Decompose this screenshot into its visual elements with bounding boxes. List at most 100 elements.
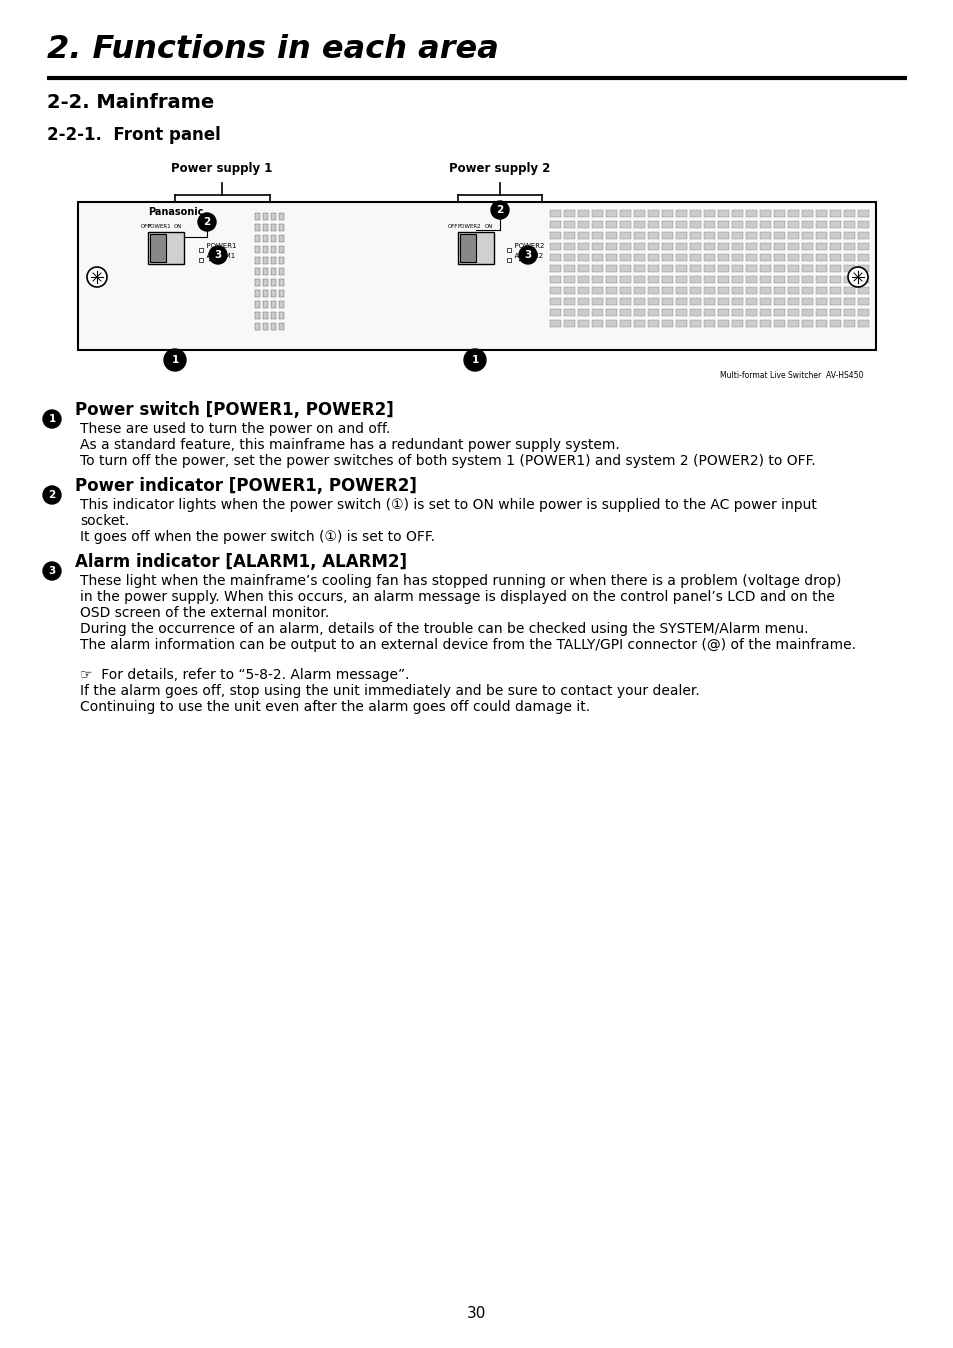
Bar <box>578 221 588 228</box>
Bar <box>619 298 630 305</box>
Bar <box>619 232 630 239</box>
Bar <box>703 266 714 272</box>
Circle shape <box>491 201 509 218</box>
Bar <box>843 266 854 272</box>
Bar <box>787 266 799 272</box>
Bar <box>263 268 268 275</box>
Bar <box>760 298 770 305</box>
Bar <box>731 266 742 272</box>
Bar <box>676 243 686 249</box>
Circle shape <box>463 349 485 371</box>
Bar <box>271 235 275 243</box>
Bar <box>676 287 686 294</box>
Text: ☞  For details, refer to “5-8-2. Alarm message”.: ☞ For details, refer to “5-8-2. Alarm me… <box>80 669 409 682</box>
Bar <box>647 221 659 228</box>
Bar <box>745 243 757 249</box>
Bar <box>634 243 644 249</box>
Bar <box>718 287 728 294</box>
Bar <box>689 210 700 217</box>
Bar <box>801 309 812 315</box>
Bar <box>550 266 560 272</box>
Bar <box>815 298 826 305</box>
Bar <box>647 243 659 249</box>
Bar <box>815 287 826 294</box>
Bar <box>801 210 812 217</box>
Text: This indicator lights when the power switch (①) is set to ON while power is supp: This indicator lights when the power swi… <box>80 497 816 512</box>
Text: Panasonic: Panasonic <box>148 208 203 217</box>
Bar <box>760 210 770 217</box>
Bar <box>578 210 588 217</box>
Bar <box>263 290 268 297</box>
Bar <box>843 232 854 239</box>
Bar <box>703 232 714 239</box>
Bar <box>619 309 630 315</box>
Bar <box>647 266 659 272</box>
Bar <box>605 276 617 283</box>
Bar <box>829 243 841 249</box>
Bar <box>801 287 812 294</box>
Bar <box>647 253 659 262</box>
Bar <box>843 276 854 283</box>
Text: 2-2. Mainframe: 2-2. Mainframe <box>47 93 214 112</box>
Circle shape <box>43 487 61 504</box>
Bar <box>661 298 672 305</box>
Bar <box>689 232 700 239</box>
Bar <box>703 253 714 262</box>
Bar <box>787 221 799 228</box>
Bar <box>731 253 742 262</box>
Bar <box>278 324 284 330</box>
Text: socket.: socket. <box>80 514 129 528</box>
Bar <box>647 298 659 305</box>
Bar <box>801 221 812 228</box>
Bar <box>563 221 575 228</box>
Bar <box>857 210 868 217</box>
Bar <box>661 232 672 239</box>
Bar <box>760 276 770 283</box>
Bar <box>829 309 841 315</box>
Bar <box>815 210 826 217</box>
Bar <box>689 276 700 283</box>
Bar <box>661 266 672 272</box>
Text: in the power supply. When this occurs, an alarm message is displayed on the cont: in the power supply. When this occurs, a… <box>80 590 834 604</box>
Bar <box>592 276 602 283</box>
Bar <box>689 253 700 262</box>
Text: POWER1: POWER1 <box>148 224 172 229</box>
Bar <box>661 210 672 217</box>
Text: Power supply 1: Power supply 1 <box>172 162 273 175</box>
Bar <box>745 319 757 328</box>
Bar <box>254 268 260 275</box>
Bar <box>619 266 630 272</box>
Bar <box>760 319 770 328</box>
Bar <box>605 298 617 305</box>
Bar <box>271 311 275 319</box>
Bar <box>563 243 575 249</box>
Bar <box>278 257 284 264</box>
Bar <box>745 309 757 315</box>
Bar <box>605 243 617 249</box>
Bar <box>773 253 784 262</box>
Bar <box>550 309 560 315</box>
Bar <box>254 245 260 253</box>
Bar <box>605 287 617 294</box>
Bar <box>731 232 742 239</box>
Bar <box>787 210 799 217</box>
Text: 3: 3 <box>49 566 55 576</box>
Bar <box>787 319 799 328</box>
Bar <box>773 221 784 228</box>
Bar <box>745 210 757 217</box>
Bar <box>718 309 728 315</box>
Bar <box>605 319 617 328</box>
Bar <box>745 253 757 262</box>
Bar <box>718 298 728 305</box>
Bar <box>647 287 659 294</box>
Bar <box>703 287 714 294</box>
Text: POWER1: POWER1 <box>202 243 236 249</box>
Bar <box>459 235 476 262</box>
Bar <box>563 309 575 315</box>
Bar <box>843 309 854 315</box>
Bar <box>634 309 644 315</box>
Bar <box>760 253 770 262</box>
Bar <box>271 268 275 275</box>
Bar <box>661 253 672 262</box>
Bar <box>550 253 560 262</box>
